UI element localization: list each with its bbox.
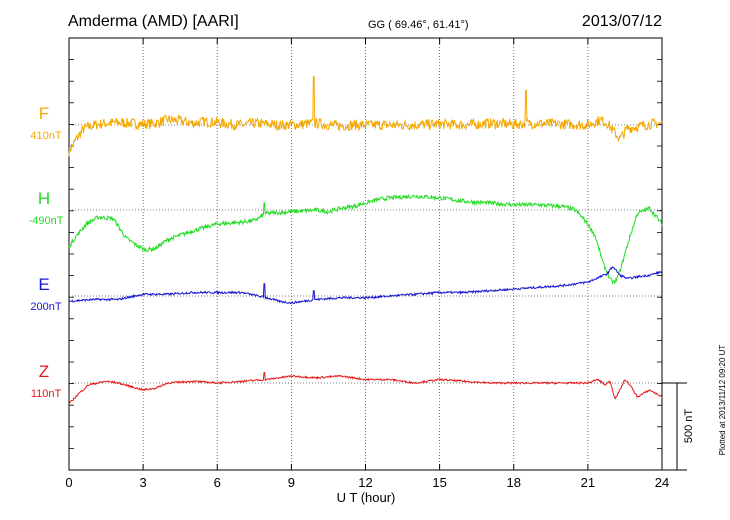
station-title: Amderma (AMD) [AARI] [68, 13, 239, 30]
series-name-z: Z [39, 362, 49, 381]
x-tick-label: 3 [140, 475, 147, 490]
series-name-e: E [38, 275, 49, 294]
series-line-z [68, 372, 663, 405]
scale-bar: 500 nT [662, 382, 695, 471]
x-tick-label: 18 [507, 475, 521, 490]
series-name-h: H [38, 189, 50, 208]
grid-lines [69, 38, 662, 470]
x-tick-label: 24 [655, 475, 669, 490]
x-tick-label: 15 [432, 475, 446, 490]
series-name-f: F [39, 104, 49, 123]
series-layer [68, 75, 663, 405]
x-tick-label: 12 [358, 475, 372, 490]
series-baseline-e: 200nT [30, 301, 61, 313]
scale-bar-label: 500 nT [683, 409, 695, 444]
date-label: 2013/07/12 [582, 13, 662, 30]
series-baseline-f: 410nT [30, 130, 61, 142]
x-tick-label: 9 [288, 475, 295, 490]
series-labels: F 410nT H -490nT E 200nT Z 110nT [29, 104, 64, 400]
series-baseline-z: 110nT [31, 388, 62, 400]
x-axis: 0 3 6 9 12 15 18 21 24 [65, 38, 669, 490]
plotted-timestamp: Plotted at 2013/11/12 09:20 UT [718, 345, 727, 456]
x-axis-label: U T (hour) [337, 490, 396, 505]
x-tick-label: 6 [214, 475, 221, 490]
x-tick-label: 0 [65, 475, 72, 490]
series-line-h [68, 193, 663, 285]
x-tick-label: 21 [581, 475, 595, 490]
series-line-f [68, 75, 663, 157]
series-baseline-h: -490nT [29, 215, 64, 227]
series-line-e [68, 266, 663, 305]
coords-label: GG ( 69.46°, 61.41°) [368, 19, 469, 31]
